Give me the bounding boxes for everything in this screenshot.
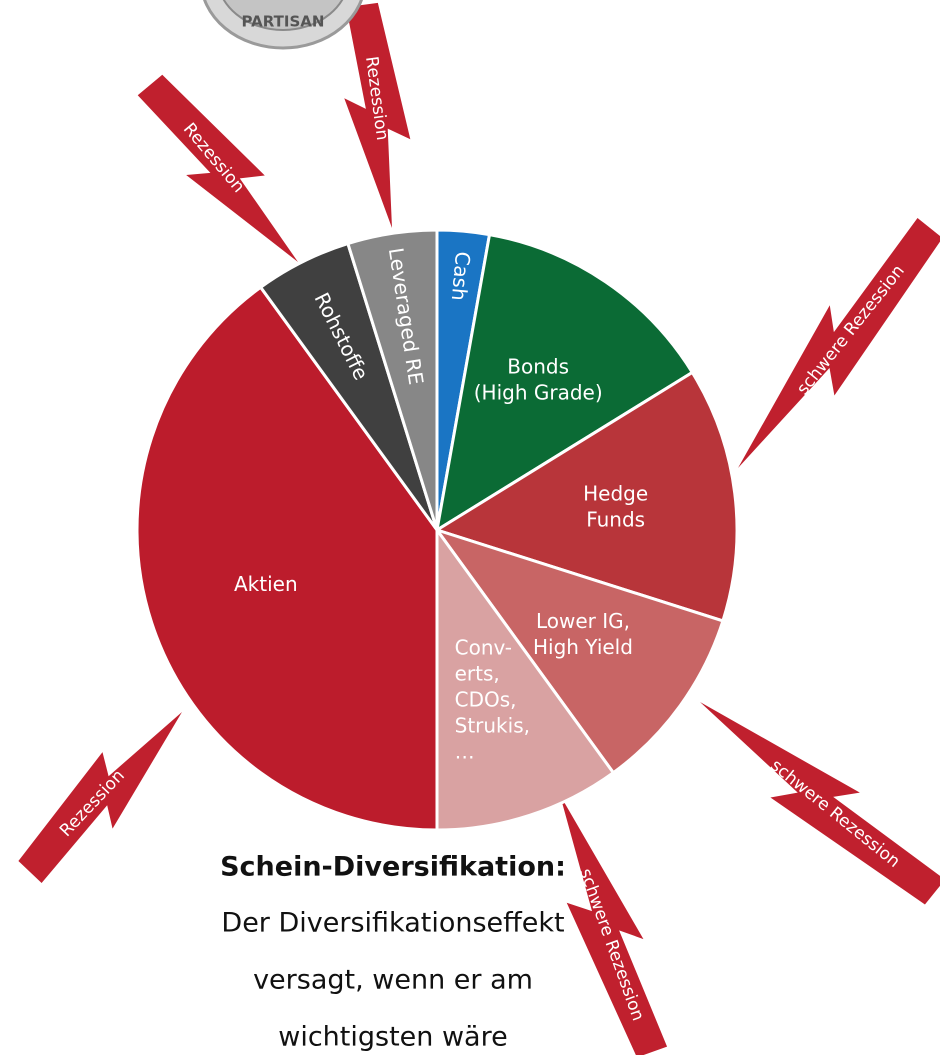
slice-label: CDOs, (455, 688, 517, 712)
bolt: schwere Rezession (681, 679, 940, 916)
slice-label: Conv- (455, 636, 512, 660)
slice-label: Bonds (507, 355, 569, 379)
slice-label: High Yield (533, 635, 633, 659)
chart: RezessionRezessionschwere Rezessionschwe… (0, 0, 940, 1055)
bolt: Rezession (127, 66, 321, 281)
slice-label: Funds (586, 508, 645, 532)
slice-label: Hedge (583, 482, 648, 506)
caption-title: Schein-Diversifikation: (220, 852, 566, 883)
bolt-label: schwere Rezession (766, 756, 903, 872)
caption-line: Der Diversifikationseffekt (221, 908, 564, 939)
slice-label: Lower IG, (536, 609, 630, 633)
slice-label: Aktien (234, 572, 298, 596)
bolt-label: schwere Rezession (793, 261, 909, 399)
bolt: Rezession (332, 1, 421, 232)
slice-label-group: Cash (447, 250, 475, 301)
slice-label: Strukis, (455, 714, 530, 738)
slice-label: (High Grade) (474, 381, 603, 405)
bolt: schwere Rezession (715, 209, 940, 486)
slice-label: … (455, 740, 475, 764)
slice-label: erts, (455, 662, 500, 686)
slice-label: Cash (447, 250, 475, 301)
slice-label-group: Aktien (234, 572, 298, 596)
caption-line: versagt, wenn er am (253, 965, 533, 996)
caption-line: wichtigsten wäre (278, 1022, 507, 1053)
coin-label: PARTISAN (242, 13, 325, 31)
bolt: Rezession (8, 691, 203, 892)
coin: PARTISAN (201, 0, 365, 48)
